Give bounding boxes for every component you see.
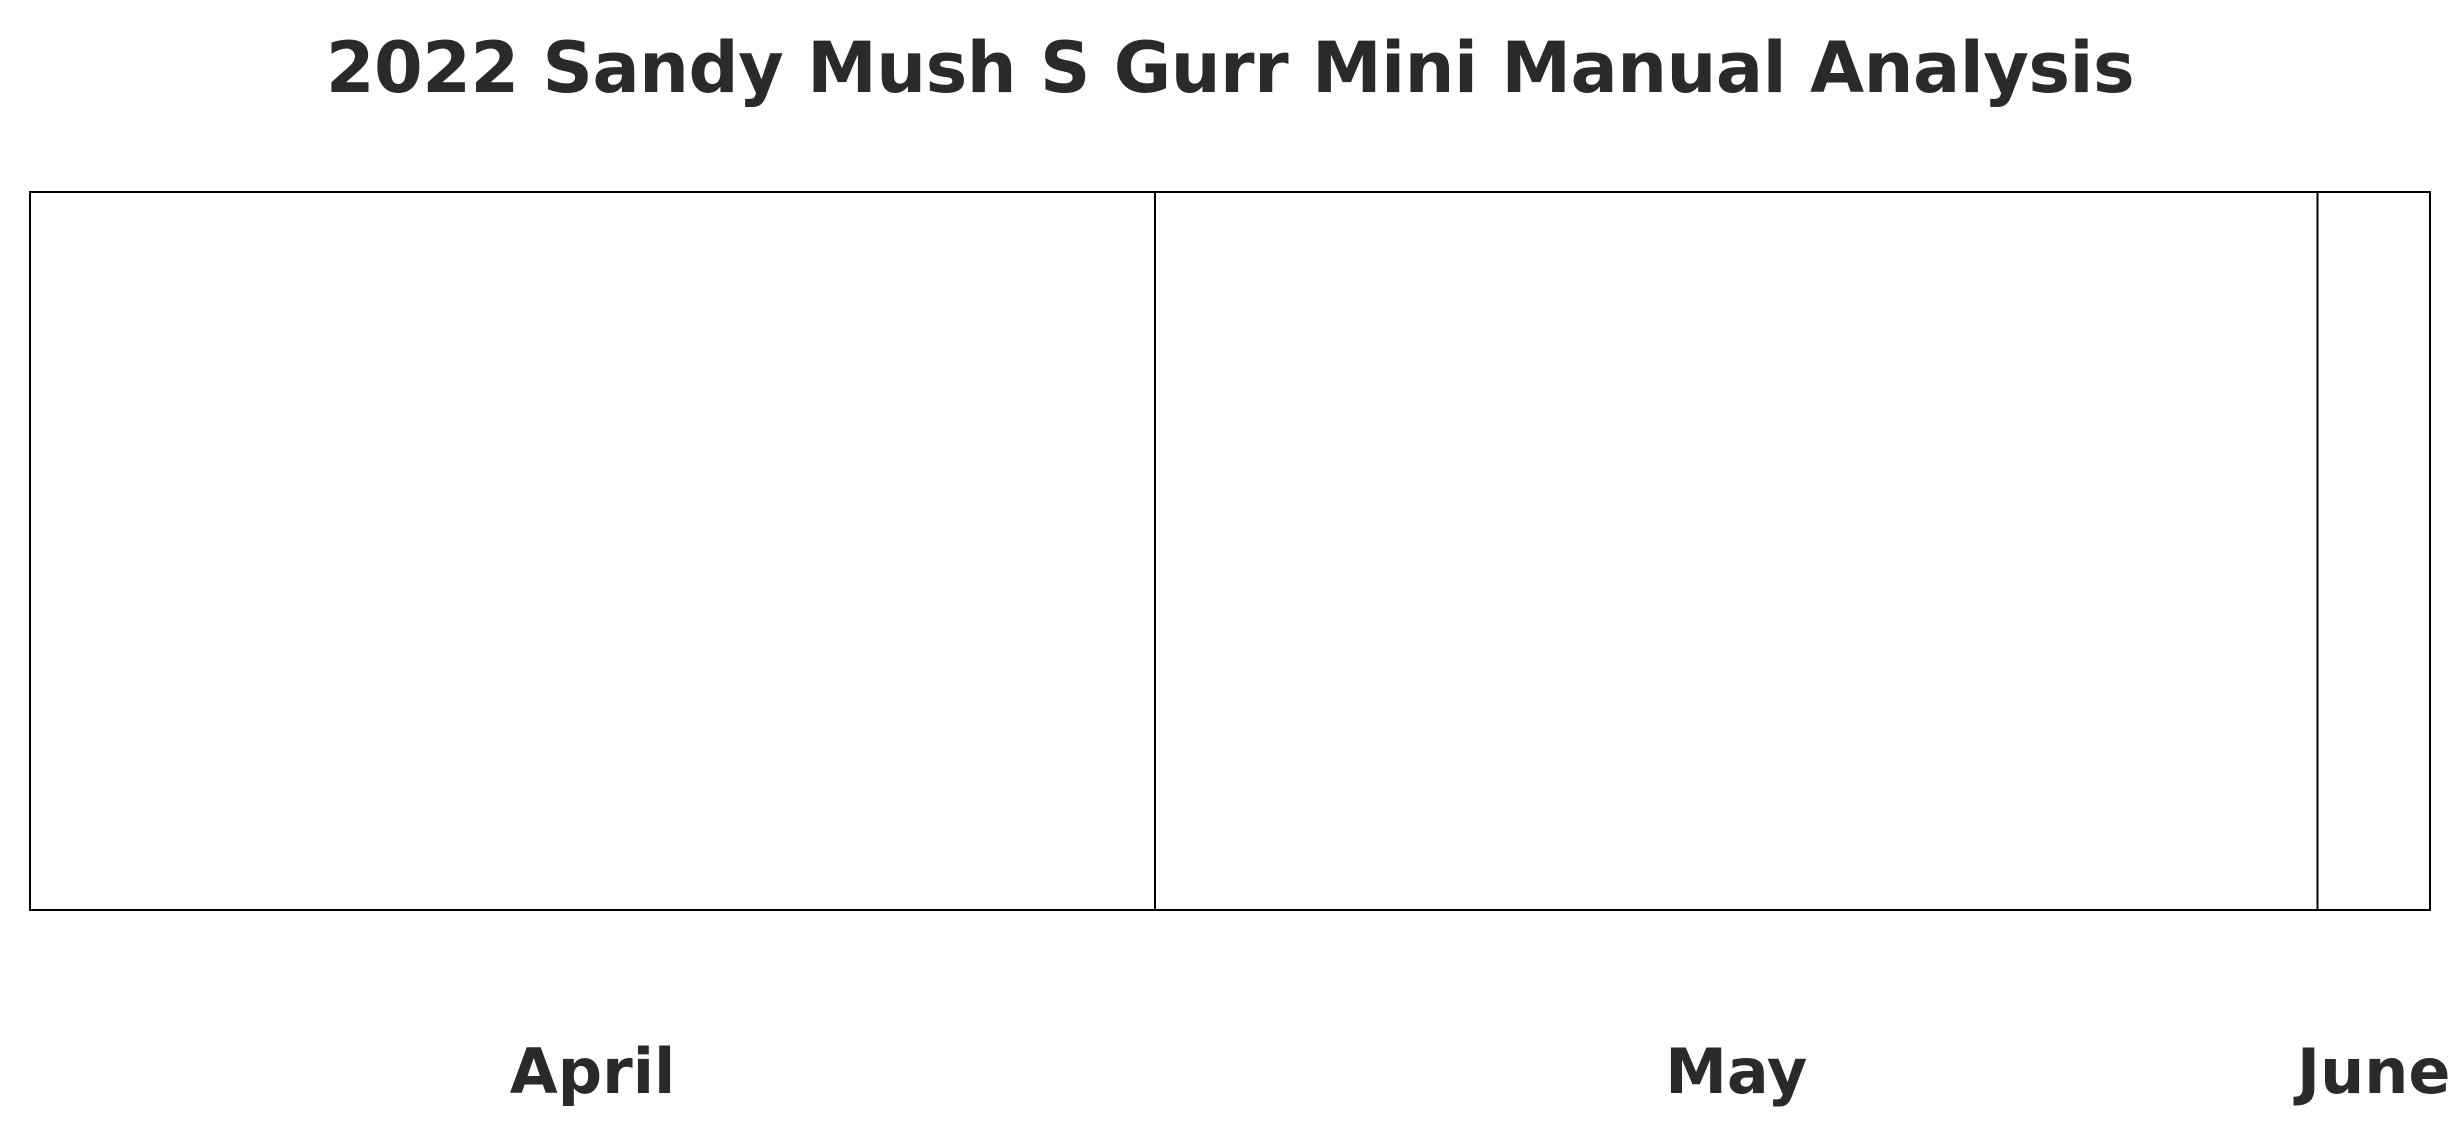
month-label-june: June <box>2293 1035 2450 1108</box>
month-label-april: April <box>510 1035 675 1108</box>
month-labels: April May June <box>510 1035 2451 1108</box>
chart-title: 2022 Sandy Mush S Gurr Mini Manual Analy… <box>325 27 2135 109</box>
month-dividers <box>1154 192 2319 910</box>
plot-area-frame <box>29 191 2431 911</box>
month-label-may: May <box>1665 1035 1807 1108</box>
